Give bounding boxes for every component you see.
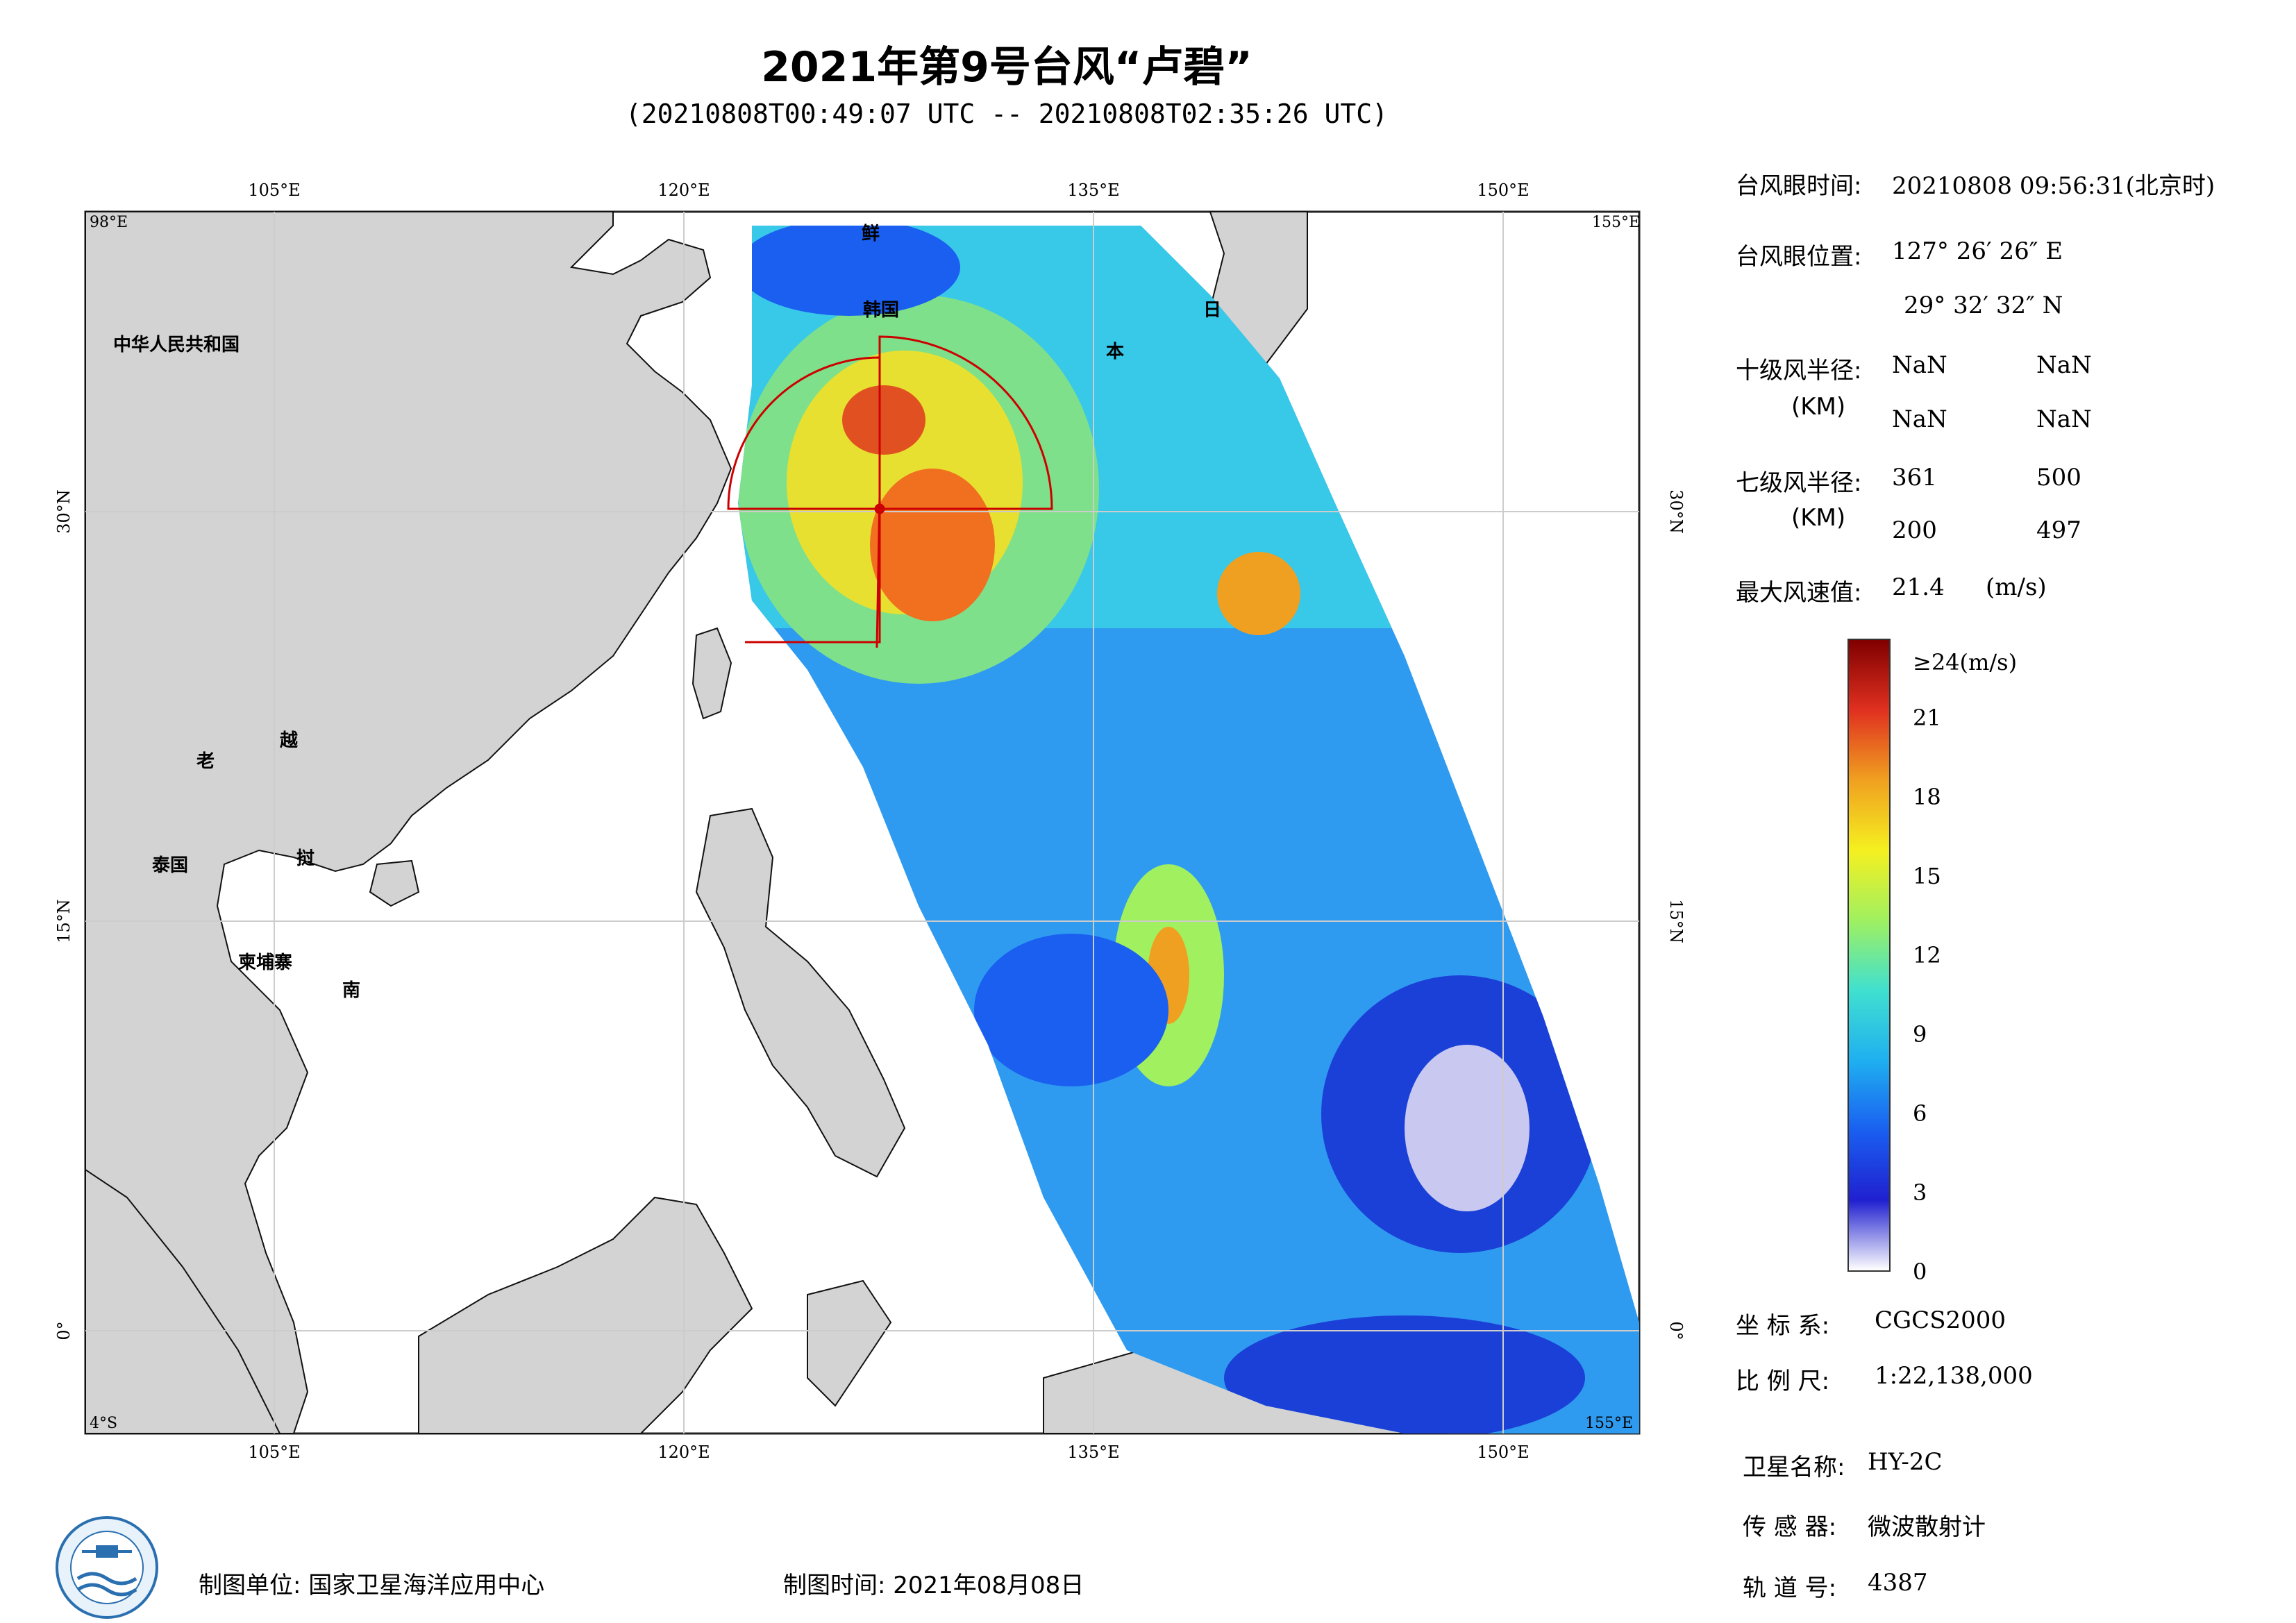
r7-value-1: 361 xyxy=(1892,464,1937,491)
land-asia-mainland xyxy=(85,211,732,1434)
production-date-label: 制图时间: 2021年08月08日 xyxy=(783,1572,1084,1599)
max-wind-unit: (m/s) xyxy=(1986,573,2047,601)
label-vietnam-2: 南 xyxy=(342,980,360,1001)
corner-nw-lon: 98°E xyxy=(90,214,128,231)
satellite-label: 卫星名称: xyxy=(1743,1454,1845,1481)
label-vietnam: 越 xyxy=(280,730,299,751)
crs-label: 坐 标 系: xyxy=(1736,1312,1830,1340)
eye-pos-lat: 29° 32′ 32″ N xyxy=(1904,292,2063,319)
sensor-value: 微波散射计 xyxy=(1868,1513,1986,1541)
satellite-value: HY-2C xyxy=(1868,1448,1943,1476)
lon-tick-top-120: 120°E xyxy=(657,180,710,200)
land-philippines xyxy=(695,807,906,1178)
producer-label: 制图单位: 国家卫星海洋应用中心 xyxy=(199,1572,545,1599)
r10-value-1: NaN xyxy=(1892,351,1947,379)
corner-ne-lon: 155°E xyxy=(1592,214,1640,231)
land-borneo xyxy=(418,1196,753,1434)
colorbar-top-label: ≥24(m/s) xyxy=(1913,649,2018,675)
orbit-label: 轨 道 号: xyxy=(1743,1574,1837,1602)
label-laos-2: 挝 xyxy=(296,848,315,869)
eye-pos-lon: 127° 26′ 26″ E xyxy=(1892,237,2063,265)
r10-unit: (KM) xyxy=(1791,393,1846,421)
land-taiwan xyxy=(692,627,732,720)
scale-value: 1:22,138,000 xyxy=(1875,1362,2033,1390)
label-japan-1: 日 xyxy=(1203,300,1221,321)
label-laos: 老 xyxy=(196,751,215,772)
sensor-label: 传 感 器: xyxy=(1743,1513,1837,1541)
lat-tick-left-30: 30°N xyxy=(54,489,74,534)
lon-tick-labels: 105°E 120°E 135°E 150°E 105°E 120°E 135°… xyxy=(248,180,1529,1462)
lon-tick-top-105: 105°E xyxy=(248,180,300,200)
r7-value-3: 200 xyxy=(1892,516,1937,544)
land-sumatra xyxy=(85,1168,281,1434)
r7-value-4: 497 xyxy=(2036,516,2081,544)
label-japan-2: 本 xyxy=(1106,342,1124,362)
colorbar-tick: 21 xyxy=(1913,705,1941,731)
r10-value-2: NaN xyxy=(2036,351,2092,379)
label-china: 中华人民共和国 xyxy=(113,334,240,355)
max-wind-value: 21.4 xyxy=(1892,573,1945,601)
lon-tick-bottom-120: 120°E xyxy=(657,1443,710,1462)
lon-tick-bottom-135: 135°E xyxy=(1067,1443,1119,1462)
r7-unit: (KM) xyxy=(1791,504,1846,532)
lat-tick-left-15: 15°N xyxy=(54,899,74,943)
label-thailand: 泰国 xyxy=(152,855,188,876)
lat-tick-right-0: 0° xyxy=(1666,1321,1686,1340)
r10-value-4: NaN xyxy=(2036,405,2092,433)
country-labels: 中华人民共和国 鲜 韩国 日 本 老 越 泰国 挝 柬埔寨 南 xyxy=(113,224,1221,1001)
lat-tick-left-0: 0° xyxy=(54,1321,74,1340)
corner-sw-lat: 4°S xyxy=(90,1415,117,1432)
map-title: 2021年第9号台风“卢碧” xyxy=(761,43,1252,92)
eye-time-label: 台风眼时间: xyxy=(1736,172,1862,200)
label-cambodia: 柬埔寨 xyxy=(238,952,292,973)
r7-value-2: 500 xyxy=(2036,464,2081,491)
r7-label: 七级风半径: xyxy=(1736,469,1862,497)
nsoas-logo xyxy=(56,1516,158,1619)
land-sulawesi xyxy=(807,1279,892,1407)
land-hainan xyxy=(369,859,420,907)
colorbar-tick: 18 xyxy=(1913,784,1941,810)
corner-se-lon: 155°E xyxy=(1585,1415,1633,1432)
label-korea: 韩国 xyxy=(863,300,899,321)
lat-tick-labels: 30°N 15°N 0° 30°N 15°N 0° xyxy=(54,489,1686,1340)
colorbar-tick: 3 xyxy=(1913,1179,1927,1206)
lat-tick-right-15: 15°N xyxy=(1666,899,1686,943)
r10-label: 十级风半径: xyxy=(1736,357,1862,385)
map-subtitle: (20210808T00:49:07 UTC -- 20210808T02:35… xyxy=(625,99,1389,129)
lon-tick-bottom-105: 105°E xyxy=(248,1443,300,1462)
colorbar-tick: 9 xyxy=(1913,1021,1927,1048)
r10-value-3: NaN xyxy=(1892,405,1947,433)
eye-time-value: 20210808 09:56:31(北京时) xyxy=(1892,172,2215,200)
colorbar-tick: 12 xyxy=(1913,942,1941,968)
label-korea-north: 鲜 xyxy=(862,224,880,244)
corner-labels: 98°E 155°E 4°S 155°E xyxy=(90,214,1640,1432)
lon-tick-top-150: 150°E xyxy=(1477,180,1529,200)
orbit-value: 4387 xyxy=(1868,1569,1928,1597)
graticule xyxy=(85,212,1639,1433)
crs-value: CGCS2000 xyxy=(1875,1306,2006,1334)
wind-speed-colorbar xyxy=(1847,639,1891,1272)
colorbar-tick: 15 xyxy=(1913,863,1941,889)
wind-field-map: 中华人民共和国 鲜 韩国 日 本 老 越 泰国 挝 柬埔寨 南 98°E 155… xyxy=(31,160,1709,1480)
lon-tick-bottom-150: 150°E xyxy=(1477,1443,1529,1462)
colorbar-tick: 6 xyxy=(1913,1100,1927,1127)
typhoon-wind-radius xyxy=(727,335,1053,648)
eye-pos-label: 台风眼位置: xyxy=(1736,243,1862,271)
lon-tick-top-135: 135°E xyxy=(1067,180,1119,200)
scale-label: 比 例 尺: xyxy=(1736,1368,1830,1395)
lat-tick-right-30: 30°N xyxy=(1666,489,1686,534)
max-wind-label: 最大风速值: xyxy=(1736,579,1862,607)
typhoon-eye-marker xyxy=(874,503,885,514)
colorbar-tick: 0 xyxy=(1913,1259,1927,1285)
